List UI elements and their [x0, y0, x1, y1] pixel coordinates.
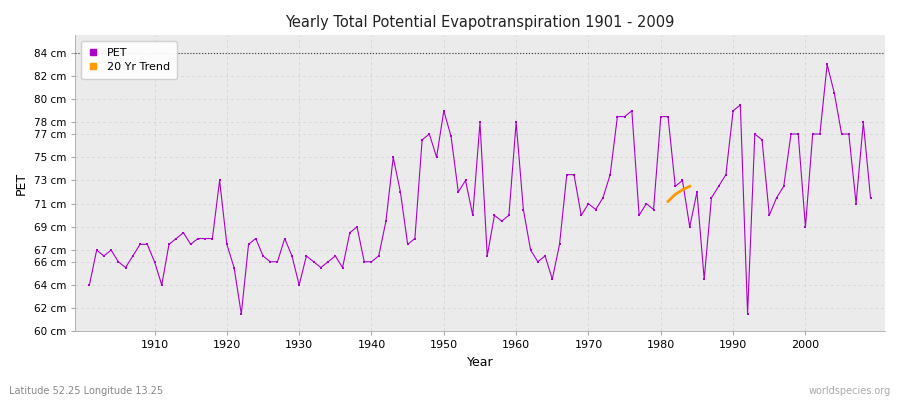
- Y-axis label: PET: PET: [15, 172, 28, 195]
- X-axis label: Year: Year: [467, 356, 493, 369]
- Text: worldspecies.org: worldspecies.org: [809, 386, 891, 396]
- Title: Yearly Total Potential Evapotranspiration 1901 - 2009: Yearly Total Potential Evapotranspiratio…: [285, 15, 675, 30]
- Text: Latitude 52.25 Longitude 13.25: Latitude 52.25 Longitude 13.25: [9, 386, 163, 396]
- Legend: PET, 20 Yr Trend: PET, 20 Yr Trend: [80, 41, 177, 79]
